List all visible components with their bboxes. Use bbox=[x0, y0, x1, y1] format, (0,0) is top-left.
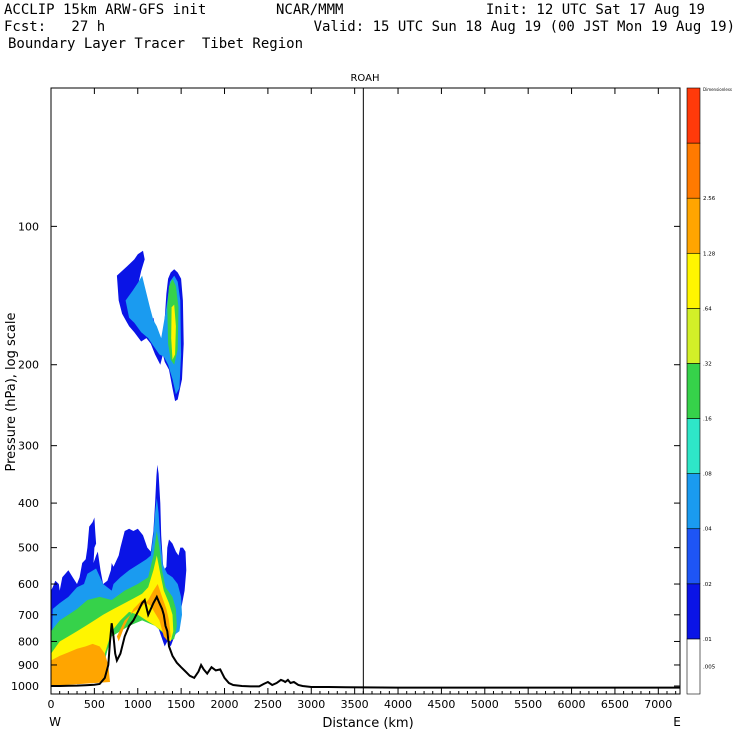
x-tick-label: 3000 bbox=[297, 698, 325, 711]
y-tick-label: 200 bbox=[18, 359, 39, 372]
header-line3-left: Boundary Layer Tracer Tibet Region bbox=[8, 36, 304, 52]
colorbar-segment bbox=[686, 142, 701, 199]
colorbar-segment bbox=[686, 528, 701, 585]
x-tick-label: 5000 bbox=[471, 698, 499, 711]
y-tick-label: 100 bbox=[18, 220, 39, 233]
y-tick-label: 900 bbox=[18, 659, 39, 672]
tracer-region bbox=[51, 643, 110, 686]
x-tick-label: 3500 bbox=[341, 698, 369, 711]
colorbar-segment bbox=[686, 583, 701, 640]
x-axis-label: Distance (km) bbox=[322, 716, 413, 731]
y-axis-label: Pressure (hPa), log scale bbox=[4, 313, 19, 472]
x-tick-label: 1500 bbox=[167, 698, 195, 711]
west-label: W bbox=[49, 715, 61, 729]
x-tick-label: 4000 bbox=[384, 698, 412, 711]
x-tick-label: 1000 bbox=[124, 698, 152, 711]
y-tick-label: 500 bbox=[18, 542, 39, 555]
header-line1-mid: NCAR/MMM bbox=[276, 2, 344, 18]
colorbar-segment bbox=[686, 197, 701, 254]
x-tick-label: 6500 bbox=[601, 698, 629, 711]
tracer-region bbox=[125, 275, 182, 395]
colorbar-segment bbox=[686, 473, 701, 530]
x-axis: 0 500 1000 1500 2000 2500 3000 3500 4000 4500 5000… bbox=[48, 88, 677, 711]
colorbar-label: .04 bbox=[703, 527, 712, 533]
colorbar-label: .01 bbox=[703, 637, 712, 643]
colorbar: .005 .01 .02 .04 .08 .16 .32 .64 1.28 2.56 Dimensi… bbox=[686, 87, 732, 695]
header-line1-right: Init: 12 UTC Sat 17 Aug 19 bbox=[485, 2, 705, 18]
colorbar-label: .08 bbox=[703, 472, 712, 478]
header-line2-right: Valid: 15 UTC Sun 18 Aug 19 (00 JST Mon … bbox=[313, 19, 735, 35]
y-tick-label: 600 bbox=[18, 578, 39, 591]
x-tick-label: 6000 bbox=[558, 698, 586, 711]
colorbar-segment bbox=[686, 87, 701, 144]
header-line1-left: ACCLIP 15km ARW-GFS init bbox=[4, 2, 207, 18]
east-label: E bbox=[673, 715, 681, 729]
tracer-contours bbox=[51, 250, 187, 686]
colorbar-segment bbox=[686, 363, 701, 419]
x-tick-label: 7000 bbox=[644, 698, 672, 711]
colorbar-label: Dimensionless bbox=[703, 87, 732, 92]
x-tick-label: 0 bbox=[48, 698, 55, 711]
chart-title: ROAH bbox=[350, 73, 379, 84]
tracer-region bbox=[171, 304, 176, 360]
header-line2-left: Fcst: 27 h bbox=[4, 19, 106, 35]
x-tick-label: 2500 bbox=[254, 698, 282, 711]
colorbar-segment bbox=[686, 308, 701, 364]
terrain-line bbox=[51, 594, 680, 689]
colorbar-segment bbox=[686, 252, 701, 309]
colorbar-label: .16 bbox=[703, 417, 712, 423]
colorbar-label: 2.56 bbox=[703, 196, 716, 202]
colorbar-label: .005 bbox=[703, 664, 716, 670]
y-tick-label: 300 bbox=[18, 440, 39, 453]
x-tick-label: 500 bbox=[84, 698, 105, 711]
colorbar-label: 1.28 bbox=[703, 251, 716, 257]
colorbar-segment bbox=[686, 418, 701, 474]
y-tick-label: 800 bbox=[18, 635, 39, 648]
colorbar-label: .64 bbox=[703, 306, 712, 312]
y-tick-label: 400 bbox=[18, 497, 39, 510]
colorbar-label: .02 bbox=[703, 582, 712, 588]
plot-frame bbox=[50, 87, 681, 695]
y-axis: 100 200 300 400 500 600 700 800 900 1000 bbox=[11, 220, 680, 693]
x-tick-label: 4500 bbox=[427, 698, 455, 711]
y-tick-label: 700 bbox=[18, 609, 39, 622]
colorbar-label: .32 bbox=[703, 361, 712, 367]
colorbar-segment bbox=[686, 638, 701, 695]
x-tick-label: 5500 bbox=[514, 698, 542, 711]
terrain-layer bbox=[51, 594, 680, 689]
y-tick-label: 1000 bbox=[11, 680, 39, 693]
x-tick-label: 2000 bbox=[211, 698, 239, 711]
